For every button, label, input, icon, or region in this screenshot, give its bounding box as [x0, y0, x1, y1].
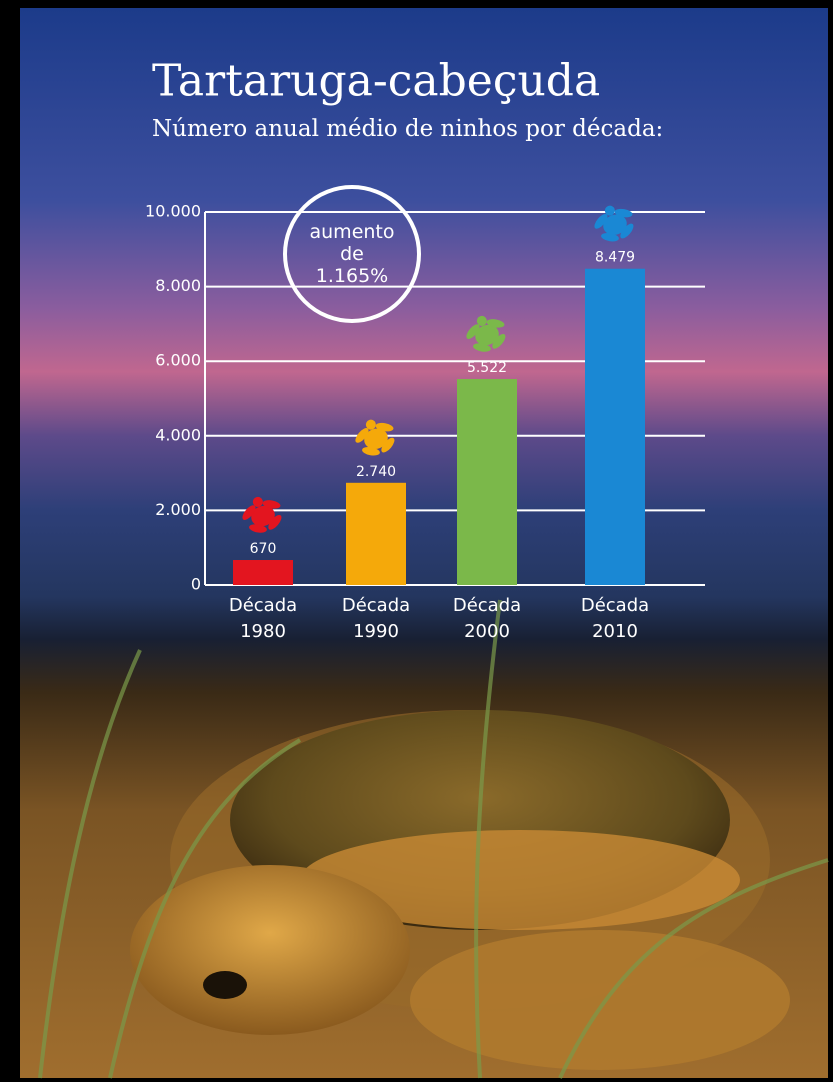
y-tick-label: 6.000	[155, 351, 201, 370]
y-tick-label: 4.000	[155, 425, 201, 444]
bar	[233, 560, 293, 585]
y-tick-label: 10.000	[145, 202, 201, 221]
value-label: 8.479	[595, 250, 635, 266]
value-label: 2.740	[356, 464, 396, 480]
value-label: 670	[250, 541, 277, 557]
chart-title: Tartaruga-cabeçuda	[152, 56, 600, 107]
value-label: 5.522	[467, 360, 507, 376]
y-tick-label: 2.000	[155, 500, 201, 519]
bar	[585, 269, 645, 585]
infographic: Tartaruga-cabeçuda Número anual médio de…	[0, 0, 833, 1082]
y-tick-label: 0	[191, 575, 201, 594]
y-tick-label: 8.000	[155, 276, 201, 295]
bar	[346, 483, 406, 585]
bar	[457, 379, 517, 585]
chart-subtitle: Número anual médio de ninhos por década:	[152, 116, 663, 142]
